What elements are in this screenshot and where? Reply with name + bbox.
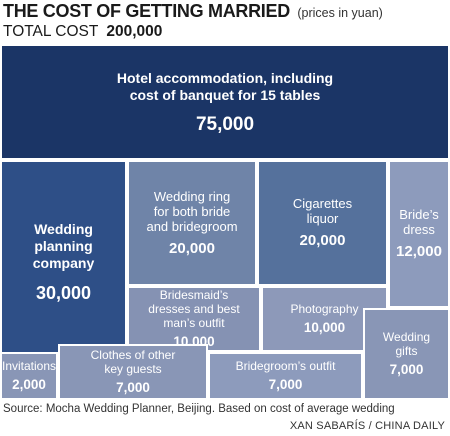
tile-label: Bridesmaid’s dresses and best man’s outfit	[148, 287, 240, 330]
total-cost: TOTAL COST 200,000	[3, 23, 162, 43]
tile-value: 7,000	[116, 379, 150, 395]
treemap-tile-invitations: Invitations 2,000	[0, 352, 58, 400]
tile-value: 30,000	[35, 282, 92, 303]
tile-label: Hotel accommodation, including cost of ba…	[116, 70, 334, 103]
price-unit-note: (prices in yuan)	[297, 6, 383, 20]
chart-title: THE COST OF GETTING MARRIED	[3, 1, 290, 21]
total-cost-label: TOTAL COST	[3, 23, 99, 40]
tile-value: 7,000	[389, 361, 424, 377]
treemap-tile-wedding-gifts: Wedding gifts 7,000	[363, 308, 450, 400]
treemap-tile-wedding-ring-for: Wedding ring for both bride and bridegroom…	[127, 160, 257, 286]
treemap-tile-wedding-planning-company: Wedding planning company 30,000	[0, 160, 127, 362]
tile-value: 75,000	[195, 114, 255, 135]
tile-label: Wedding ring for both bride and bridegroom	[146, 188, 238, 234]
tile-label: Wedding gifts	[382, 329, 431, 358]
total-cost-value: 200,000	[106, 23, 163, 40]
tile-label: Bridegroom’s outfit	[235, 358, 336, 373]
tile-label: Invitations	[1, 358, 57, 373]
tile-label: Cigarettes liquor	[292, 196, 353, 226]
graphic-credit: XAN SABARÍS / CHINA DAILY	[289, 420, 445, 432]
treemap-tile-hotel-accommodation-including: Hotel accommodation, including cost of ba…	[0, 44, 450, 160]
tile-label: Bride’s dress	[399, 207, 439, 237]
tile-value: 20,000	[299, 232, 346, 249]
tile-label: Clothes of other key guests	[90, 347, 176, 376]
tile-label: Photography	[290, 301, 359, 316]
tile-value: 20,000	[169, 239, 215, 257]
treemap-tile-bridesmaid-s-dresses: Bridesmaid’s dresses and best man’s outfit…	[127, 286, 261, 352]
tile-value: 2,000	[12, 376, 46, 392]
treemap-tile-clothes-of-other: Clothes of other key guests 7,000	[58, 344, 208, 400]
cost-treemap: Hotel accommodation, including cost of ba…	[0, 44, 450, 400]
treemap-tile-bride-s-dress: Bride’s dress 12,000	[388, 160, 450, 308]
treemap-tile-bridegroom-s-outfit: Bridegroom’s outfit 7,000	[208, 352, 363, 400]
source-note: Source: Mocha Wedding Planner, Beijing. …	[3, 403, 395, 415]
tile-value: 10,000	[303, 319, 346, 335]
tile-value: 12,000	[396, 243, 442, 260]
treemap-tile-cigarettes-liquor: Cigarettes liquor 20,000	[257, 160, 388, 286]
tile-value: 7,000	[268, 376, 303, 392]
tile-label: Wedding planning company	[32, 220, 95, 271]
chart-title-row: THE COST OF GETTING MARRIED (prices in y…	[3, 1, 449, 23]
